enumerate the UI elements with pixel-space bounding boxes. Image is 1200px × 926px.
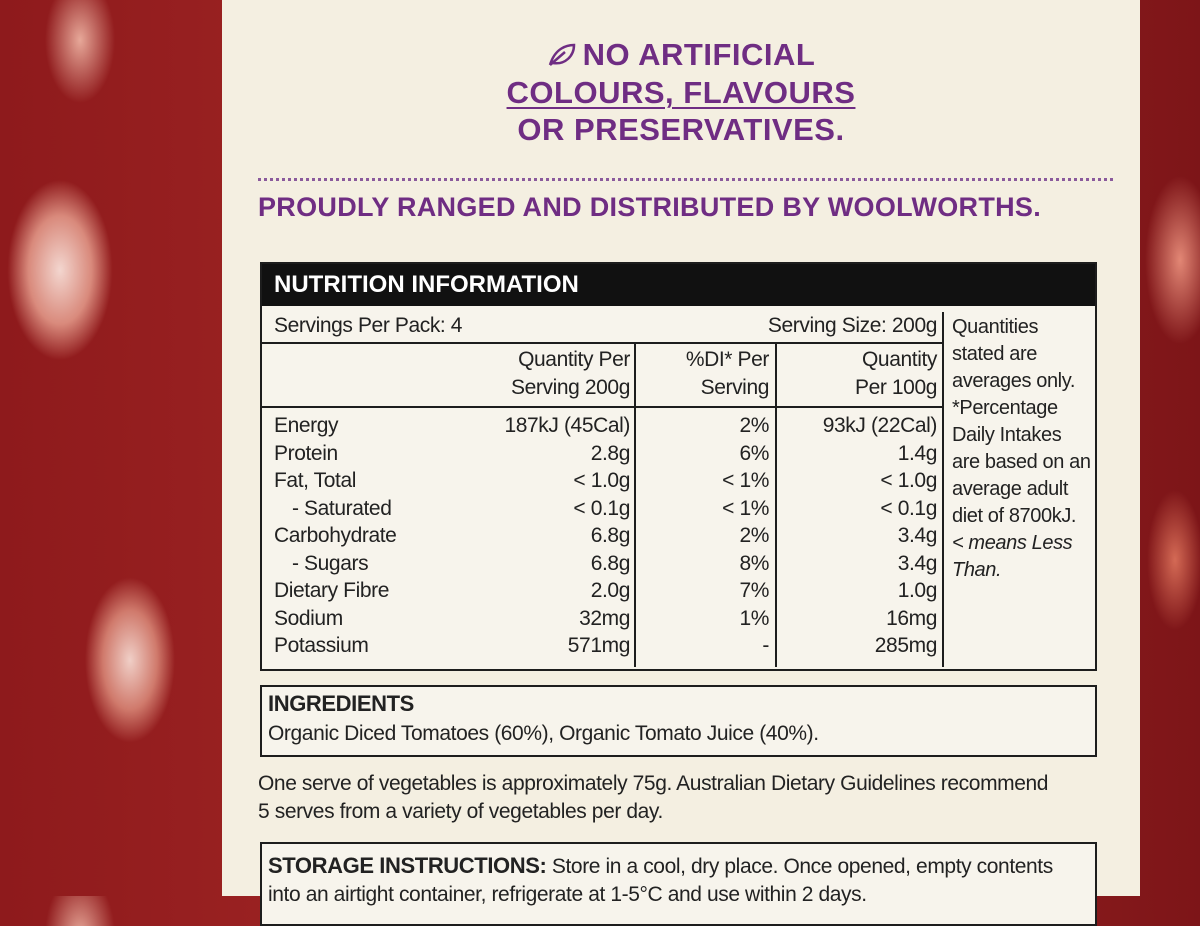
nutrient-name: Sodium <box>274 606 343 630</box>
nutrient-value: 6% <box>739 441 769 465</box>
nutrient-value: 16mg <box>886 606 937 630</box>
nutrient-value: 3.4g <box>897 551 938 575</box>
column-header: Serving <box>700 376 770 399</box>
ingredients-text: Organic Diced Tomatoes (60%), Organic To… <box>268 722 819 745</box>
claim-line: NO ARTIFICIAL <box>222 37 1140 73</box>
column-rule <box>634 342 636 667</box>
claim-text: NO ARTIFICIAL <box>582 37 816 72</box>
column-header: Quantity <box>861 348 937 371</box>
nutrient-value: 2.0g <box>590 579 631 602</box>
nutrient-value: 2% <box>739 524 769 547</box>
nutrient-value: 571mg <box>567 634 631 657</box>
storage-text: STORAGE INSTRUCTIONS: Store in a cool, d… <box>268 852 1088 909</box>
distributor-text: PROUDLY RANGED AND DISTRIBUTED BY WOOLWO… <box>258 192 1042 222</box>
nutrient-value: < 0.1g <box>880 496 937 520</box>
nutrient-value: < 1.0g <box>880 469 937 492</box>
nutrient-value: 93kJ (22Cal) <box>822 414 938 437</box>
nutrient-name: Carbohydrate <box>274 524 397 547</box>
nutrient-name: Potassium <box>274 634 369 657</box>
side-note: Quantities stated are averages only. *Pe… <box>952 314 1092 584</box>
nutrient-value: < 1.0g <box>573 469 630 492</box>
nutrient-value: 32mg <box>579 606 630 630</box>
leaf-icon <box>548 43 575 66</box>
nutrient-name: Protein <box>274 441 338 465</box>
claim-text: COLOURS, FLAVOURS <box>506 75 856 110</box>
storage-box: STORAGE INSTRUCTIONS: Store in a cool, d… <box>260 842 1097 926</box>
nutrient-name: - Saturated <box>292 496 392 520</box>
side-note-text: Quantities stated are averages only. *Pe… <box>952 316 1091 527</box>
nutrient-value: - <box>762 634 769 657</box>
storage-title: STORAGE INSTRUCTIONS: <box>268 853 547 878</box>
column-header: Per 100g <box>854 376 937 399</box>
ingredients-box: INGREDIENTS Organic Diced Tomatoes (60%)… <box>260 685 1097 757</box>
dotted-divider <box>258 178 1113 181</box>
nutrient-value: 1.0g <box>897 579 938 602</box>
ingredients-title: INGREDIENTS <box>268 691 414 716</box>
side-note-less: < means Less Than. <box>952 532 1073 581</box>
nutrient-value: 187kJ (45Cal) <box>504 414 630 437</box>
servings-per-pack: Servings Per Pack: 4 <box>274 314 463 337</box>
column-header: Quantity Per <box>518 348 630 371</box>
nutrient-value: 2.8g <box>590 441 631 465</box>
rule <box>262 406 942 408</box>
nutrient-value: < 0.1g <box>573 496 630 520</box>
nutrient-value: 285mg <box>874 634 938 657</box>
nutrient-name: Dietary Fibre <box>274 579 389 602</box>
nutrient-value: 2% <box>739 414 769 437</box>
nutrient-value: 7% <box>739 579 769 602</box>
nutrient-value: 1.4g <box>897 441 938 465</box>
nutrient-value: 8% <box>739 551 769 575</box>
nutrition-title: NUTRITION INFORMATION <box>262 264 1095 306</box>
vegetable-note: One serve of vegetables is approximately… <box>258 772 1049 823</box>
claim-line: OR PRESERVATIVES. <box>222 112 1140 148</box>
column-rule <box>775 342 777 667</box>
nutrient-value: 1% <box>739 606 769 630</box>
column-header: Serving 200g <box>511 376 630 399</box>
nutrient-name: - Sugars <box>292 551 369 575</box>
nutrition-panel: NUTRITION INFORMATION Servings Per Pack:… <box>260 262 1097 671</box>
claim-line: COLOURS, FLAVOURS <box>222 75 1140 111</box>
column-header: %DI* Per <box>685 348 770 371</box>
nutrient-value: 3.4g <box>897 524 938 547</box>
nutrient-value: < 1% <box>722 469 769 492</box>
nutrient-value: 6.8g <box>590 551 631 575</box>
nutrient-value: < 1% <box>722 496 769 520</box>
nutrient-value: 6.8g <box>590 524 631 547</box>
serving-size: Serving Size: 200g <box>767 314 937 337</box>
nutrient-name: Fat, Total <box>274 469 356 492</box>
rule <box>262 342 942 344</box>
nutrient-name: Energy <box>274 414 339 437</box>
claim-text: OR PRESERVATIVES. <box>517 112 845 147</box>
column-rule <box>942 312 944 667</box>
